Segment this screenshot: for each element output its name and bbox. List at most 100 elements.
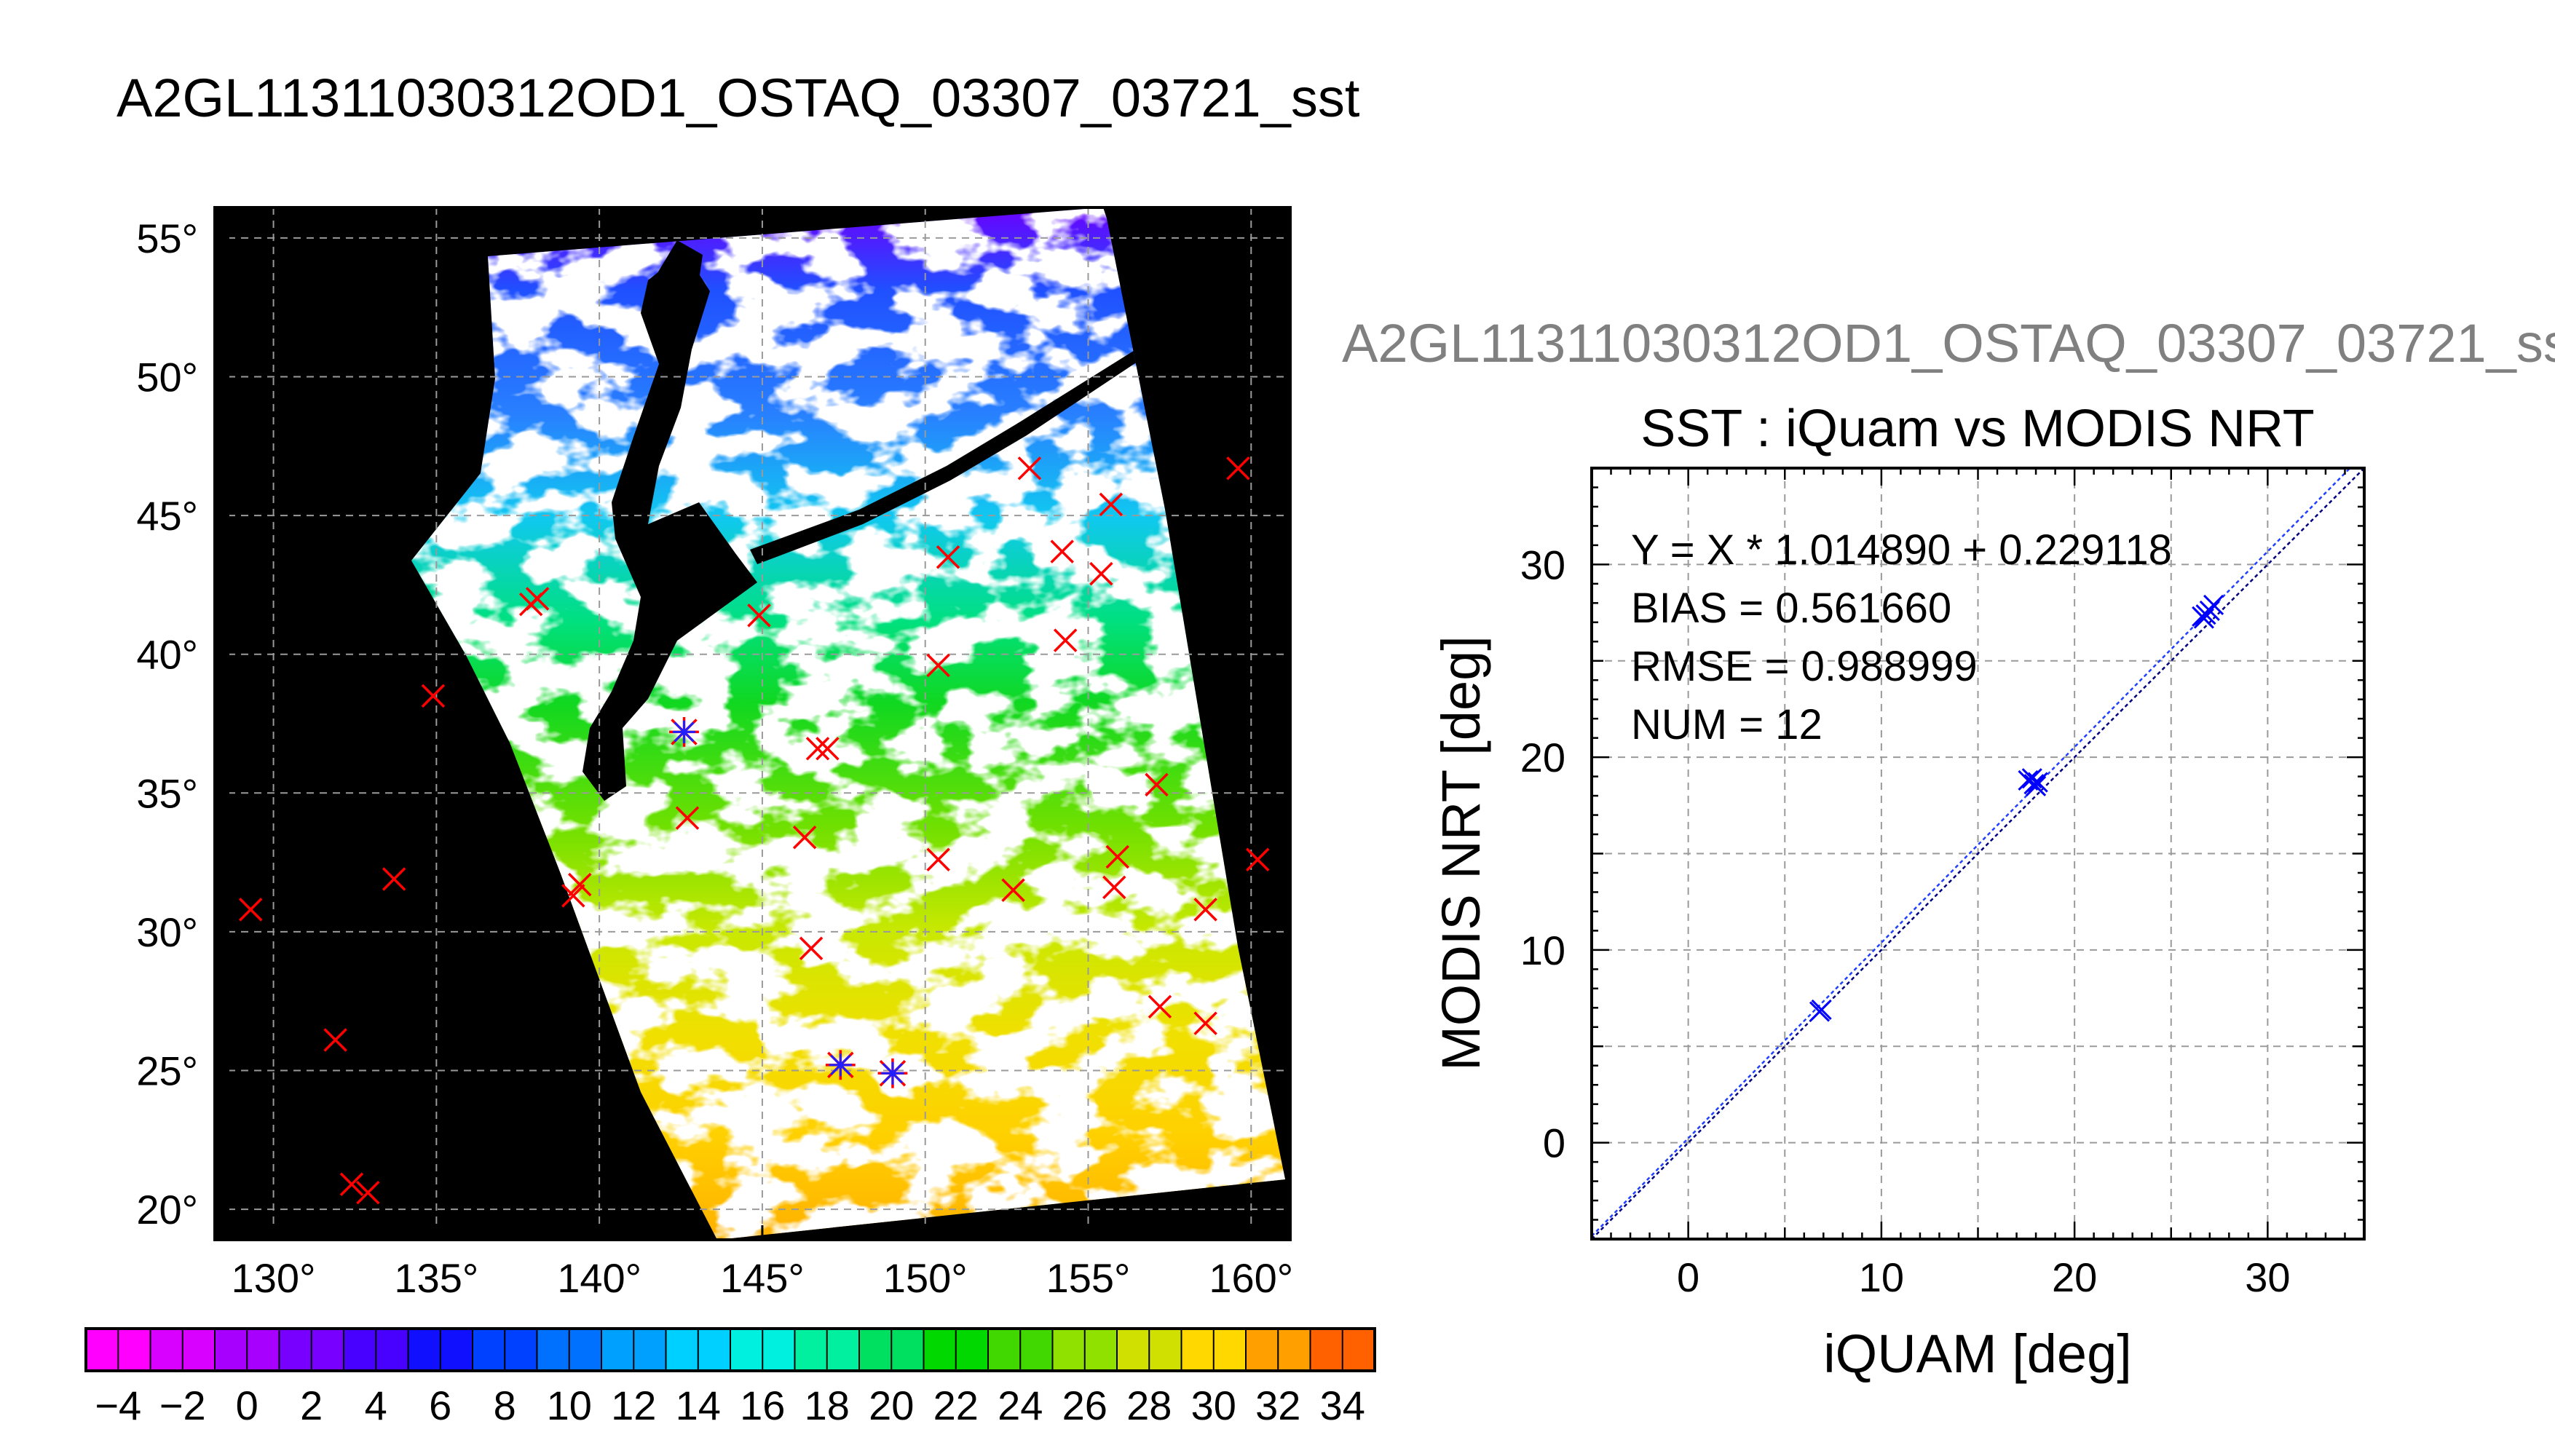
map-matchups	[238, 456, 1270, 1205]
map-lat-tick-label: 45°	[136, 493, 198, 539]
map-matchup-marker	[568, 872, 592, 897]
colorbar-tick-label: −2	[159, 1382, 206, 1428]
map-grid	[215, 207, 1290, 1240]
map-matchup-marker	[805, 737, 830, 761]
map-lat-tick-label: 35°	[136, 770, 198, 816]
iquam-vs-modis-scatter: 0 10 20 30 0 10 20 30 Y = X * 1.014890 + 0.2291…	[1431, 467, 2366, 1384]
scatter-x-tick-label: 0	[1677, 1254, 1699, 1300]
map-matchup-marker	[323, 1028, 347, 1052]
map-matchup-marker	[926, 847, 950, 872]
scatter-y-tick-label: 20	[1520, 735, 1565, 780]
map-matchup-marker	[675, 806, 700, 830]
scatter-point	[1811, 999, 1832, 1021]
map-matchup-marker	[1193, 898, 1217, 922]
map-lat-tick-label: 20°	[136, 1187, 198, 1233]
map-matchup-marker	[1053, 628, 1078, 652]
colorbar-tick-label: 16	[740, 1382, 785, 1428]
colorbar-tick-label: 4	[365, 1382, 387, 1428]
map-matchup-marker	[792, 826, 817, 850]
map-matchup-marker	[799, 936, 824, 960]
map-matchup-marker	[747, 604, 771, 628]
scatter-annotation: RMSE = 0.988999	[1631, 643, 1978, 690]
map-matchup-marker	[1148, 994, 1172, 1019]
map-matchup-marker	[1050, 539, 1074, 563]
map-matchup-marker	[356, 1180, 380, 1205]
map-matchup-marker	[1246, 847, 1270, 872]
map-matchup-marker	[926, 653, 950, 678]
scatter-annotations: Y = X * 1.014890 + 0.229118 BIAS = 0.5616…	[1631, 526, 2172, 748]
map-matchup-marker	[382, 867, 406, 891]
colorbar-tick-label: 6	[429, 1382, 451, 1428]
scatter-points	[1809, 594, 2224, 1022]
scatter-lines	[1592, 468, 2364, 1239]
map-lon-tick-label: 140°	[557, 1255, 641, 1301]
map-matchup-marker	[1017, 456, 1042, 480]
colorbar-tick-label: 30	[1191, 1382, 1236, 1428]
scatter-x-tick-label: 30	[2245, 1254, 2290, 1300]
scatter-xlabel: iQUAM [deg]	[1823, 1324, 2132, 1384]
map-lat-tick-label: 55°	[136, 215, 198, 261]
map-matchup-marker	[1102, 875, 1126, 900]
scatter-annotation: Y = X * 1.014890 + 0.229118	[1631, 526, 2172, 574]
scatter-ticks: 0 10 20 30 0 10 20 30	[1520, 467, 2366, 1300]
map-used-matchup-blue	[881, 1061, 904, 1085]
map-matchup-marker	[936, 545, 960, 569]
map-matchup-marker	[1099, 492, 1124, 517]
map-lat-tick-label: 50°	[136, 355, 198, 400]
colorbar-tick-label: 18	[805, 1382, 850, 1428]
map-matchup-marker	[816, 737, 840, 761]
scatter-grid	[1592, 468, 2364, 1239]
colorbar-tick-label: 34	[1320, 1382, 1365, 1428]
scatter-annotation: BIAS = 0.561660	[1631, 585, 1951, 632]
map-frame	[213, 206, 1292, 1241]
scatter-x-tick-label: 20	[2052, 1254, 2097, 1300]
colorbar-frame	[84, 1327, 1376, 1372]
map-matchup-marker	[1145, 772, 1169, 797]
colorbar-tick-label: 32	[1255, 1382, 1300, 1428]
sst-colorbar: −4 −2 0 2 4 6 8 10 12 14 16 18 20 22 24 26 28 30 32 34	[84, 1327, 1376, 1428]
map-matchup-marker	[339, 1172, 364, 1197]
map-matchup-marker	[561, 884, 585, 908]
map-matchup-marker	[1001, 878, 1025, 902]
kuril-islands	[750, 349, 1140, 564]
sakhalin	[655, 240, 703, 349]
map-lon-tick-label: 155°	[1046, 1255, 1131, 1301]
sst-map: 130° 135° 140° 145° 150° 155° 160° 20° 25° 30° 35°…	[136, 206, 1293, 1301]
colorbar-tick-label: 12	[611, 1382, 656, 1428]
scatter-x-tick-label: 10	[1859, 1254, 1904, 1300]
map-lat-tick-label: 30°	[136, 909, 198, 955]
colorbar-tick-label: 8	[494, 1382, 516, 1428]
scatter-ylabel: MODIS NRT [deg]	[1431, 636, 1491, 1071]
scatter-point	[2027, 772, 2048, 793]
scatter-annotation: NUM = 12	[1631, 701, 1823, 748]
map-used-matchup-blue	[672, 720, 696, 744]
scatter-y-tick-label: 0	[1543, 1120, 1565, 1166]
colorbar-tick-label: 26	[1062, 1382, 1107, 1428]
main-title: A2GL11311030312OD1_OSTAQ_03307_03721_sst	[117, 68, 1360, 128]
map-matchup-marker	[525, 587, 550, 611]
map-lon-tick-label: 130°	[232, 1255, 316, 1301]
scatter-title: SST : iQuam vs MODIS NRT	[1640, 400, 2315, 458]
map-matchup-marker	[1105, 844, 1130, 869]
colorbar-tick-label: 2	[300, 1382, 323, 1428]
colorbar-tick-label: 28	[1126, 1382, 1172, 1428]
map-used-matchup-blue	[829, 1053, 852, 1077]
map-lon-tick-label: 135°	[394, 1255, 478, 1301]
scatter-y-tick-label: 10	[1520, 927, 1565, 973]
map-lon-tick-label: 145°	[720, 1255, 805, 1301]
colorbar-tick-label: 14	[676, 1382, 721, 1428]
scatter-y-tick-label: 30	[1520, 542, 1565, 587]
colorbar-tick-label: −4	[95, 1382, 141, 1428]
japan-land	[583, 251, 757, 801]
colorbar-tick-label: 10	[547, 1382, 592, 1428]
map-lat-tick-label: 40°	[136, 632, 198, 678]
map-matchup-marker	[1089, 561, 1113, 586]
colorbar-tick-label: 20	[869, 1382, 914, 1428]
colorbar-tick-label: 24	[998, 1382, 1043, 1428]
map-matchup-marker	[1193, 1011, 1217, 1035]
colorbar-tick-label: 22	[933, 1382, 979, 1428]
map-ticks: 130° 135° 140° 145° 150° 155° 160° 20° 25° 30° 35°…	[136, 215, 1293, 1301]
scatter-point	[2203, 594, 2224, 616]
map-lat-tick-label: 25°	[136, 1048, 198, 1093]
